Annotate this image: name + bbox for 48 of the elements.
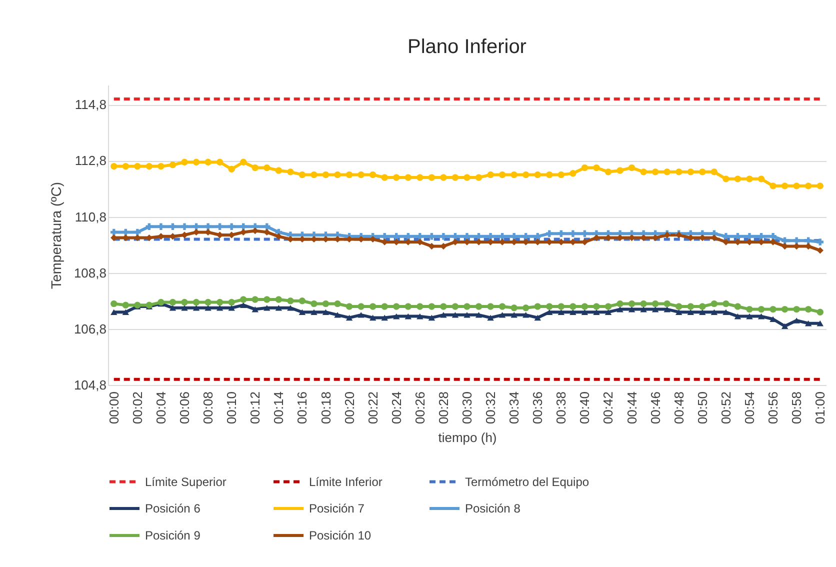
- legend-label: Límite Superior: [145, 474, 226, 489]
- x-tick-label: 00:42: [600, 392, 616, 424]
- x-tick-label: 00:32: [483, 392, 498, 424]
- x-tick-label: 00:56: [766, 392, 781, 424]
- x-tick-label: 00:48: [671, 392, 686, 424]
- x-tick-label: 00:58: [789, 392, 804, 424]
- y-tick-label: 114,8: [74, 97, 106, 112]
- x-tick-label: 00:16: [294, 392, 310, 424]
- x-tick-label: 00:52: [718, 392, 734, 424]
- x-tick-label: 00:24: [388, 392, 404, 424]
- x-tick-label: 00:38: [554, 392, 569, 424]
- x-tick-label: 00:50: [694, 392, 710, 424]
- x-tick-label: 00:20: [342, 392, 357, 424]
- x-tick-label: 00:22: [365, 392, 380, 424]
- legend-label: Termómetro del Equipo: [465, 474, 590, 489]
- legend-label: Posición 7: [309, 502, 365, 516]
- legend-label: Posición 6: [145, 502, 201, 516]
- x-tick-label: 00:18: [318, 392, 334, 424]
- x-tick-label: 00:34: [506, 392, 522, 424]
- x-tick-label: 00:00: [106, 392, 122, 424]
- legend-label: Posición 9: [145, 528, 201, 542]
- x-tick-label: 00:12: [248, 392, 263, 424]
- y-tick-label: 110,8: [74, 209, 106, 224]
- x-tick-label: 00:06: [177, 392, 192, 424]
- x-tick-label: 01:00: [812, 392, 828, 424]
- x-tick-label: 00:36: [530, 392, 546, 424]
- x-tick-label: 00:40: [577, 392, 592, 424]
- x-tick-label: 00:26: [412, 392, 428, 424]
- x-tick-label: 00:02: [130, 392, 145, 424]
- legend-label: Posición 10: [309, 528, 372, 542]
- x-tick-label: 00:10: [224, 392, 240, 424]
- chart-title: Plano Inferior: [408, 36, 527, 58]
- y-axis-title: Temperatura (ºC): [48, 182, 64, 290]
- x-tick-label: 00:28: [436, 392, 451, 424]
- x-tick-label: 00:54: [742, 392, 757, 424]
- x-tick-label: 00:44: [624, 392, 640, 424]
- x-axis-title: tiempo (h): [438, 430, 497, 446]
- y-tick-label: 104,8: [74, 378, 106, 392]
- y-tick-label: 106,8: [74, 321, 106, 336]
- y-tick-label: 112,8: [74, 153, 106, 168]
- legend-label: Límite Inferior: [309, 474, 382, 489]
- x-tick-label: 00:04: [153, 392, 168, 424]
- y-tick-label: 108,8: [74, 265, 106, 280]
- x-tick-label: 00:08: [200, 392, 216, 424]
- x-tick-label: 00:46: [648, 392, 663, 424]
- x-tick-label: 00:14: [271, 392, 286, 424]
- x-tick-label: 00:30: [460, 392, 474, 424]
- legend-label: Posición 8: [465, 502, 521, 516]
